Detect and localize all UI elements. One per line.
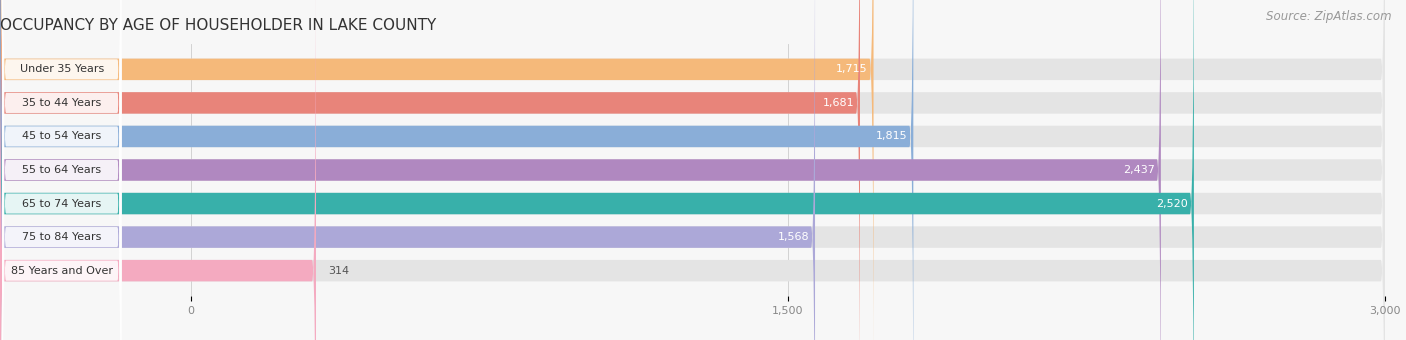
Text: 1,568: 1,568 <box>778 232 808 242</box>
FancyBboxPatch shape <box>1 0 121 340</box>
FancyBboxPatch shape <box>0 0 1194 340</box>
Text: Under 35 Years: Under 35 Years <box>20 64 104 74</box>
FancyBboxPatch shape <box>1 0 121 340</box>
Text: 45 to 54 Years: 45 to 54 Years <box>22 132 101 141</box>
Text: Source: ZipAtlas.com: Source: ZipAtlas.com <box>1267 10 1392 23</box>
FancyBboxPatch shape <box>0 0 316 340</box>
Text: 35 to 44 Years: 35 to 44 Years <box>22 98 101 108</box>
Text: 2,520: 2,520 <box>1156 199 1188 208</box>
Text: 2,437: 2,437 <box>1123 165 1154 175</box>
FancyBboxPatch shape <box>1 0 121 340</box>
Text: 75 to 84 Years: 75 to 84 Years <box>22 232 101 242</box>
FancyBboxPatch shape <box>0 0 914 340</box>
Text: 1,715: 1,715 <box>837 64 868 74</box>
FancyBboxPatch shape <box>1 0 121 340</box>
FancyBboxPatch shape <box>1 0 121 340</box>
FancyBboxPatch shape <box>1 0 121 340</box>
FancyBboxPatch shape <box>0 0 860 340</box>
FancyBboxPatch shape <box>0 0 873 340</box>
Text: 85 Years and Over: 85 Years and Over <box>11 266 112 276</box>
FancyBboxPatch shape <box>1 0 121 340</box>
Text: 65 to 74 Years: 65 to 74 Years <box>22 199 101 208</box>
Text: OCCUPANCY BY AGE OF HOUSEHOLDER IN LAKE COUNTY: OCCUPANCY BY AGE OF HOUSEHOLDER IN LAKE … <box>0 18 436 33</box>
FancyBboxPatch shape <box>0 0 815 340</box>
Text: 1,815: 1,815 <box>876 132 907 141</box>
Text: 314: 314 <box>328 266 349 276</box>
Text: 55 to 64 Years: 55 to 64 Years <box>22 165 101 175</box>
FancyBboxPatch shape <box>0 0 1161 340</box>
Text: 1,681: 1,681 <box>823 98 853 108</box>
